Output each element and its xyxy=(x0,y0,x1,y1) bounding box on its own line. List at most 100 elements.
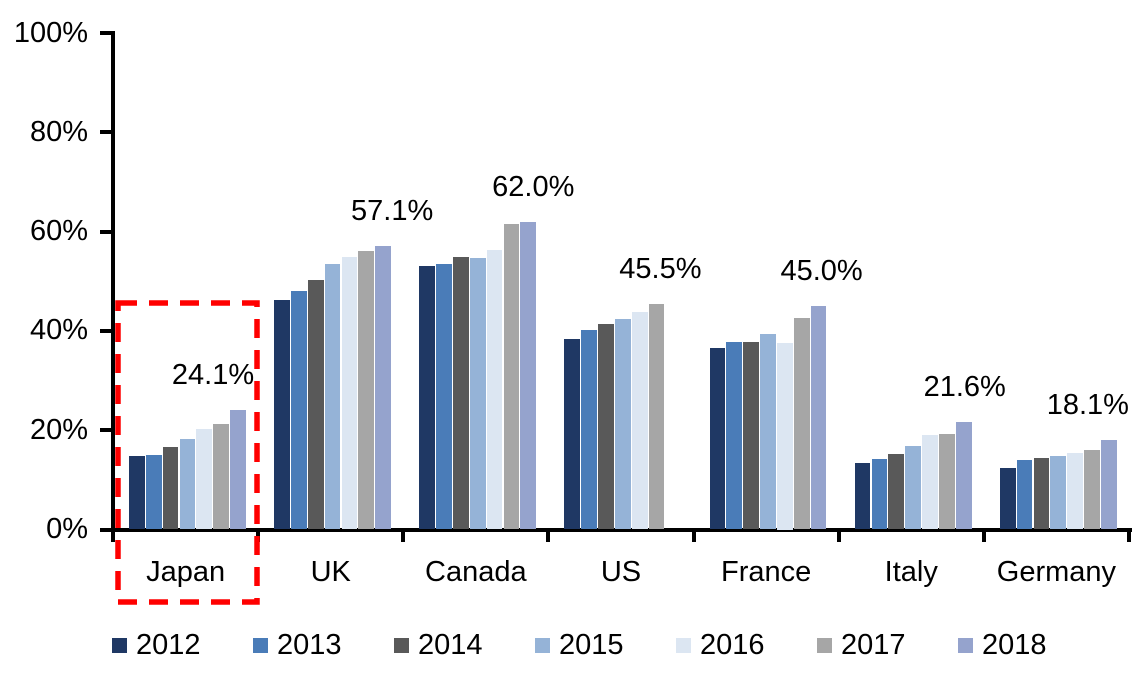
x-tick xyxy=(836,528,841,542)
bar-france-2018 xyxy=(810,306,827,530)
category-label-france: France xyxy=(721,556,812,588)
value-label-uk: 57.1% xyxy=(351,194,434,227)
bar-uk-2018 xyxy=(375,245,391,530)
bar-canada-2013 xyxy=(436,263,452,530)
y-axis-line xyxy=(111,31,115,532)
category-label-canada: Canada xyxy=(425,556,527,588)
bar-germany-2016 xyxy=(1067,452,1083,530)
category-label-us: US xyxy=(600,556,642,588)
legend-item-2012: 2012 xyxy=(112,629,253,662)
bar-canada-2017 xyxy=(503,223,520,530)
legend-item-2014: 2014 xyxy=(394,629,535,662)
y-tick-label: 80% xyxy=(29,115,88,148)
bar-germany-2018 xyxy=(1100,439,1117,530)
bar-uk-2013 xyxy=(290,291,307,530)
bar-canada-2018 xyxy=(520,221,537,530)
bar-uk-2017 xyxy=(358,251,375,530)
y-tick xyxy=(100,527,114,532)
bar-italy-2012 xyxy=(854,463,871,530)
y-tick xyxy=(100,130,114,135)
category-label-germany: Germany xyxy=(996,556,1117,588)
x-axis-line xyxy=(111,528,1132,532)
y-tick-label: 0% xyxy=(46,513,88,545)
category-label-italy: Italy xyxy=(884,556,938,588)
bar-canada-2014 xyxy=(452,256,469,530)
bar-italy-2014 xyxy=(888,454,905,530)
bar-germany-2013 xyxy=(1016,459,1033,530)
bar-japan-2018 xyxy=(230,409,246,530)
x-tick xyxy=(256,528,261,542)
bar-us-2017 xyxy=(648,303,665,530)
y-tick-label: 60% xyxy=(29,215,88,248)
y-tick-label: 20% xyxy=(29,413,88,446)
bar-canada-2015 xyxy=(469,258,486,530)
x-tick xyxy=(401,528,406,542)
legend-label: 2013 xyxy=(277,629,342,661)
y-tick xyxy=(100,428,114,433)
bar-italy-2017 xyxy=(938,434,955,530)
value-label-canada: 62.0% xyxy=(492,170,575,203)
bar-japan-2017 xyxy=(213,423,229,530)
bar-germany-2015 xyxy=(1050,455,1067,530)
value-label-japan: 24.1% xyxy=(171,358,255,391)
bar-us-2015 xyxy=(614,318,631,530)
bar-germany-2017 xyxy=(1084,450,1100,530)
bar-japan-2014 xyxy=(162,447,179,530)
bar-uk-2015 xyxy=(324,264,341,530)
legend-item-2015: 2015 xyxy=(535,629,676,662)
bar-italy-2018 xyxy=(955,422,972,530)
bar-uk-2012 xyxy=(274,299,290,530)
bar-uk-2014 xyxy=(307,279,324,530)
legend-swatch-icon xyxy=(817,638,832,653)
x-tick xyxy=(111,528,115,542)
legend: 2012 2013 2014 2015 2016 2017 2018 xyxy=(112,629,1099,662)
legend-item-2018: 2018 xyxy=(958,629,1099,662)
bar-france-2012 xyxy=(709,347,726,530)
legend-item-2016: 2016 xyxy=(676,629,817,662)
value-label-germany: 18.1% xyxy=(1046,388,1129,421)
x-tick xyxy=(691,528,696,542)
bar-france-2015 xyxy=(760,333,776,530)
bar-us-2013 xyxy=(581,329,597,530)
y-tick-label: 40% xyxy=(29,314,88,347)
bar-italy-2013 xyxy=(871,459,888,530)
legend-label: 2016 xyxy=(700,629,765,661)
y-tick xyxy=(100,328,114,333)
category-label-japan: Japan xyxy=(146,556,226,588)
bar-france-2013 xyxy=(726,341,743,530)
legend-swatch-icon xyxy=(958,638,973,653)
legend-swatch-icon xyxy=(535,638,550,653)
legend-label: 2012 xyxy=(136,629,201,661)
bar-germany-2014 xyxy=(1033,458,1050,530)
bar-japan-2012 xyxy=(129,456,145,530)
bar-uk-2016 xyxy=(341,256,358,530)
bar-france-2014 xyxy=(743,341,759,530)
value-label-italy: 21.6% xyxy=(923,371,1006,404)
bar-france-2016 xyxy=(776,343,793,530)
bar-japan-2016 xyxy=(196,429,213,530)
bar-france-2017 xyxy=(793,318,810,530)
bar-canada-2016 xyxy=(486,250,503,530)
legend-label: 2015 xyxy=(559,629,624,661)
bar-us-2012 xyxy=(564,339,581,530)
x-tick xyxy=(546,528,551,542)
x-tick xyxy=(1127,528,1131,542)
bar-us-2014 xyxy=(598,323,614,530)
value-label-us: 45.5% xyxy=(619,252,702,285)
legend-label: 2017 xyxy=(841,629,906,661)
bar-italy-2016 xyxy=(922,435,938,530)
y-tick-label: 100% xyxy=(13,16,88,49)
bar-japan-2015 xyxy=(179,438,196,530)
legend-swatch-icon xyxy=(394,638,409,653)
legend-item-2013: 2013 xyxy=(253,629,394,662)
bar-us-2016 xyxy=(631,312,648,530)
legend-label: 2014 xyxy=(418,629,483,661)
legend-swatch-icon xyxy=(112,638,127,653)
value-label-france: 45.0% xyxy=(780,255,863,288)
bar-germany-2012 xyxy=(999,467,1016,530)
bar-japan-2013 xyxy=(145,455,162,530)
x-tick xyxy=(981,528,986,542)
bar-italy-2015 xyxy=(905,446,921,530)
legend-swatch-icon xyxy=(676,638,691,653)
